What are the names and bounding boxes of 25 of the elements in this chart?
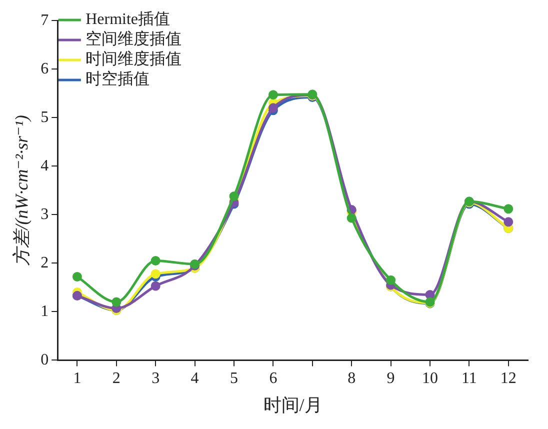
y-tick-label: 3	[40, 206, 49, 223]
legend-label: 时空插值	[86, 70, 150, 88]
x-tick-label: 1	[73, 370, 82, 388]
x-tick-label: 5	[230, 370, 238, 388]
legend-label: Hermite插值	[86, 11, 170, 28]
y-tick-label: 5	[40, 108, 49, 126]
legend-label: 时间维度插值	[86, 50, 182, 68]
x-tick-label: 9	[386, 370, 395, 388]
y-tick-label: 4	[40, 157, 49, 174]
y-tick-label: 7	[40, 12, 49, 29]
y-tick-label: 2	[40, 254, 49, 272]
x-tick-label: 12	[500, 370, 516, 388]
x-tick-label: 2	[112, 370, 120, 388]
y-tick-label: 1	[40, 302, 49, 320]
x-tick-label: 3	[152, 370, 160, 388]
y-tick-label: 0	[40, 351, 49, 368]
y-axis-title: 方差/(nW·cm⁻²·sr⁻¹)	[12, 115, 32, 266]
legend-label: 空间维度插值	[86, 30, 182, 48]
x-tick-label: 4	[190, 370, 199, 388]
x-tick-label: 6	[269, 370, 278, 388]
y-tick-label: 6	[40, 60, 49, 78]
x-axis-title: 时间/月	[263, 394, 322, 415]
x-tick-label: 10	[422, 370, 438, 388]
x-tick-label: 8	[348, 370, 356, 388]
x-tick-label: 11	[461, 370, 477, 388]
